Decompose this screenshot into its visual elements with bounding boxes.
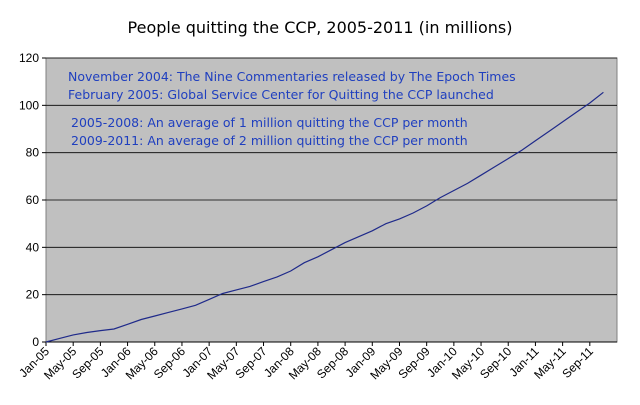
x-tick-label: Sep-05 — [69, 344, 106, 381]
x-tick-label: Sep-11 — [559, 344, 596, 381]
y-tick-label: 40 — [26, 240, 40, 254]
annotation-text: 2005-2008: An average of 1 million quitt… — [71, 115, 468, 130]
y-tick-label: 100 — [19, 98, 39, 112]
x-axis: Jan-05May-05Sep-05Jan-06May-06Sep-06Jan-… — [16, 341, 617, 382]
x-tick-label: Sep-08 — [314, 344, 351, 381]
x-tick-label: Sep-06 — [151, 344, 188, 381]
annotation-text: November 2004: The Nine Commentaries rel… — [68, 69, 516, 84]
annotations: November 2004: The Nine Commentaries rel… — [68, 69, 516, 148]
annotation-text: February 2005: Global Service Center for… — [68, 87, 494, 102]
annotation-text: 2009-2011: An average of 2 million quitt… — [71, 133, 468, 148]
chart-title: People quitting the CCP, 2005-2011 (in m… — [127, 18, 513, 37]
x-tick-label: Sep-09 — [396, 344, 433, 381]
x-tick-label: Sep-10 — [477, 344, 514, 381]
y-tick-label: 60 — [26, 193, 40, 207]
series-line — [45, 91, 604, 343]
y-axis: 0 20 40 60 80 100 120 — [19, 51, 46, 349]
x-tick-label: Sep-07 — [232, 344, 269, 381]
y-tick-label: 20 — [26, 288, 40, 302]
y-tick-label: 80 — [26, 146, 40, 160]
y-tick-label: 0 — [32, 335, 39, 349]
y-tick-label: 120 — [19, 51, 39, 65]
